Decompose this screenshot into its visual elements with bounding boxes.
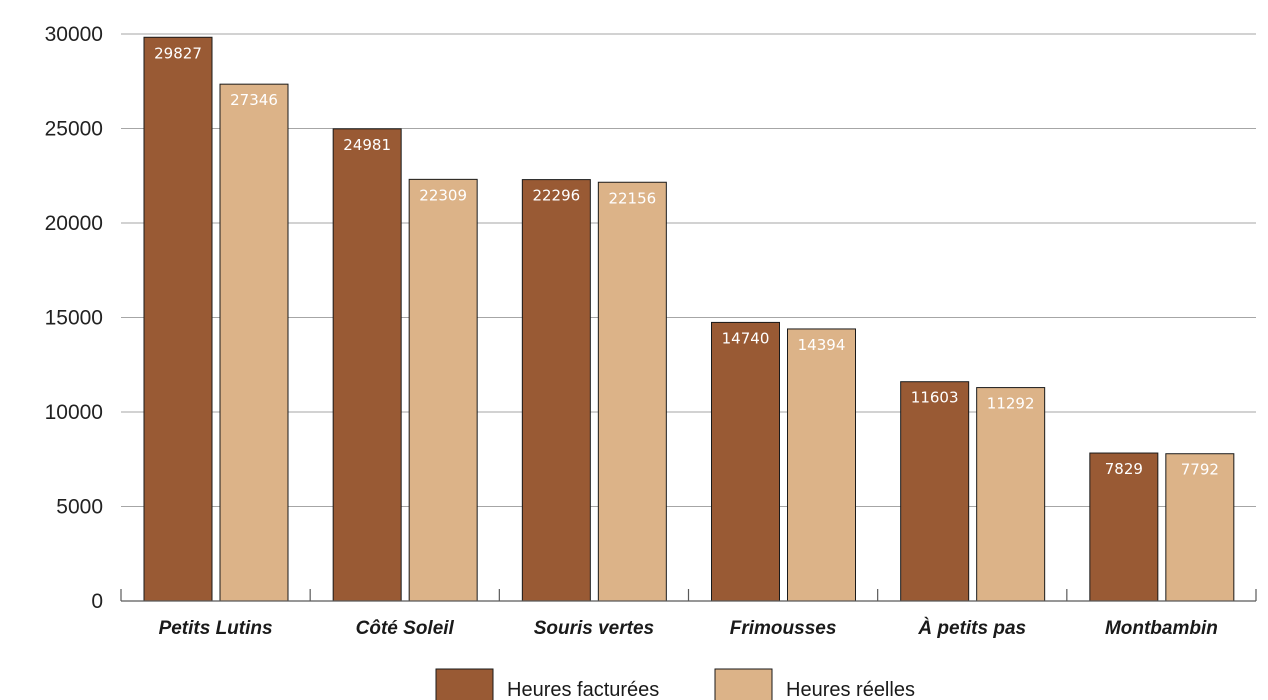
bar <box>1165 453 1235 602</box>
y-tick-label: 20000 <box>45 212 103 235</box>
bar <box>521 179 591 602</box>
bar-value-label: 22156 <box>608 189 656 207</box>
bar-value-label: 11603 <box>911 389 959 407</box>
gridlines <box>121 33 1256 507</box>
bar-value-label: 14740 <box>722 329 770 347</box>
x-category-label: À petits pas <box>917 617 1026 639</box>
bar <box>219 83 289 602</box>
bar <box>332 128 402 602</box>
x-category-label: Souris vertes <box>534 618 654 639</box>
y-tick-label: 25000 <box>45 118 103 141</box>
x-category-label: Côté Soleil <box>356 618 455 639</box>
bar-value-labels: 29827 27346 24981 22309 22296 22156 14740 14394… <box>154 44 1219 478</box>
y-tick-label: 0 <box>91 590 103 613</box>
bar <box>597 181 667 602</box>
x-axis <box>120 589 1257 602</box>
x-category-label: Montbambin <box>1105 618 1218 639</box>
bar-value-label: 22309 <box>419 186 467 204</box>
bar-value-label: 7792 <box>1181 461 1219 479</box>
bar <box>408 178 478 602</box>
bar <box>900 381 970 602</box>
y-tick-label: 30000 <box>45 23 103 46</box>
y-tick-label: 10000 <box>45 401 103 424</box>
y-axis-tick-labels: 0 5000 10000 15000 20000 25000 30000 <box>45 23 103 613</box>
bar-value-label: 7829 <box>1105 460 1143 478</box>
bar-value-label: 11292 <box>987 395 1035 413</box>
bar <box>143 36 213 602</box>
bar-value-label: 24981 <box>343 136 391 154</box>
y-tick-label: 5000 <box>56 496 103 519</box>
bars <box>143 36 1235 602</box>
bar-value-label: 22296 <box>532 187 580 205</box>
bar <box>976 387 1046 602</box>
bar-value-label: 14394 <box>798 336 846 354</box>
x-category-label: Frimousses <box>730 618 837 639</box>
bar-value-label: 29827 <box>154 44 202 62</box>
bar <box>711 321 780 602</box>
y-tick-label: 15000 <box>45 307 103 330</box>
legend-swatch <box>435 668 494 700</box>
legend-swatch <box>714 668 773 700</box>
x-axis-category-labels: Petits Lutins Côté Soleil Souris vertes Fri… <box>159 617 1218 639</box>
legend-label: Heures réelles <box>786 679 915 700</box>
x-category-label: Petits Lutins <box>159 618 273 639</box>
legend: Heures facturées Heures réelles <box>435 668 915 700</box>
bar-value-label: 27346 <box>230 91 278 109</box>
legend-label: Heures facturées <box>507 679 659 700</box>
bar <box>787 328 856 602</box>
